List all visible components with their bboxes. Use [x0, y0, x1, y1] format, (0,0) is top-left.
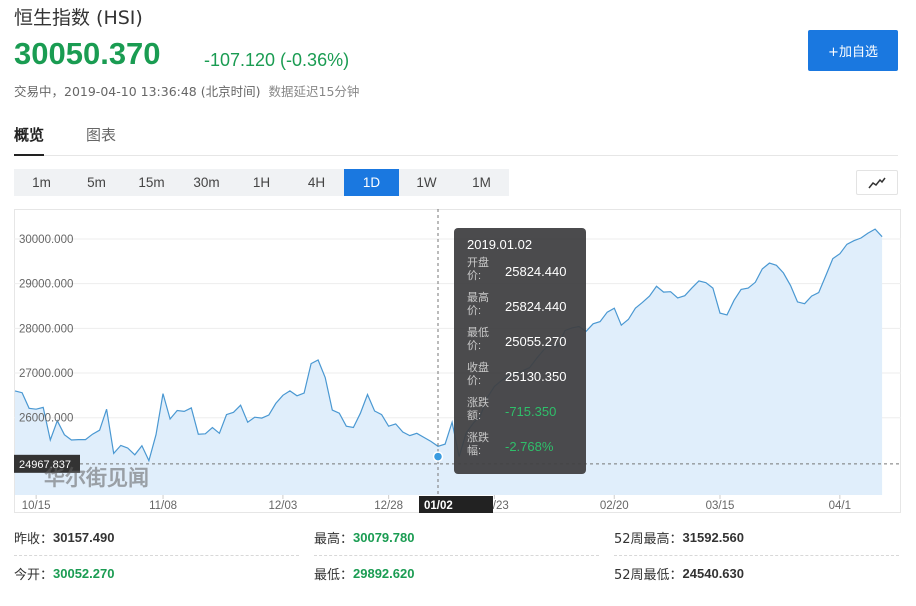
tooltip-row-low: 最低价: 25055.270	[467, 327, 585, 362]
stat-value: 30157.490	[53, 529, 115, 545]
stat-prev-close: 昨收： 30157.490	[14, 523, 114, 551]
stats-panel: 昨收： 30157.490 最高： 30079.780 52周最高： 31592.56…	[14, 523, 904, 603]
chart-tooltip: 2019.01.02 开盘价: 25824.440 最高价: 25824.440…	[454, 228, 586, 474]
tooltip-label: 最低价:	[467, 327, 489, 352]
tooltip-value: 25824.440	[505, 264, 567, 279]
y-tick-label: 28000.000	[19, 323, 73, 335]
crosshair-point	[432, 451, 444, 462]
stat-label: 最高：	[314, 531, 354, 547]
tooltip-value: -715.350	[505, 404, 557, 419]
tab-chart[interactable]: 图表	[86, 126, 117, 144]
interval-1w[interactable]: 1W	[416, 175, 437, 190]
tooltip-row-open: 开盘价: 25824.440	[467, 257, 585, 292]
tooltip-date: 2019.01.02	[467, 237, 533, 252]
interval-5m[interactable]: 5m	[87, 175, 106, 190]
interval-1d[interactable]: 1D	[344, 169, 399, 196]
tooltip-value: 25824.440	[505, 299, 567, 314]
tooltip-row-close: 收盘价: 25130.350	[467, 362, 585, 397]
stat-52w-low: 52周最低： 24540.630	[614, 559, 744, 587]
tooltip-label: 涨跌幅:	[467, 432, 489, 457]
y-tick-label: 30000.000	[19, 234, 73, 246]
interval-30m[interactable]: 30m	[193, 175, 220, 190]
divider	[614, 555, 899, 556]
add-watchlist-button[interactable]: +加自选	[808, 30, 898, 71]
interval-15m[interactable]: 15m	[138, 175, 165, 190]
tooltip-label: 涨跌额:	[467, 397, 489, 422]
interval-1h[interactable]: 1H	[252, 175, 271, 190]
divider	[314, 555, 599, 556]
stat-value: 30052.270	[53, 565, 115, 581]
stat-value: 29892.620	[353, 565, 415, 581]
tab-overview[interactable]: 概览	[14, 124, 45, 156]
price-chart[interactable]: 30000.000 29000.000 28000.000 27000.000 2600…	[14, 209, 901, 513]
interval-1m[interactable]: 1m	[32, 175, 51, 190]
stat-label: 52周最高：	[614, 531, 683, 547]
crosshair-x-label: 01/02	[424, 500, 453, 512]
tooltip-row-high: 最高价: 25824.440	[467, 292, 585, 327]
stat-value: 31592.560	[682, 529, 744, 545]
stat-low: 最低： 29892.620	[314, 559, 414, 587]
tab-bar: 概览 图表	[14, 124, 898, 156]
tooltip-label: 最高价:	[467, 292, 489, 317]
x-tick-label: 02/20	[600, 500, 629, 512]
x-tick-label: 12/03	[269, 500, 298, 512]
crosshair-y-label: 24967.837	[19, 459, 71, 471]
y-tick-label: 26000.000	[19, 413, 73, 425]
crosshair-y-box	[14, 454, 80, 473]
stat-value: 30079.780	[353, 529, 415, 545]
divider	[14, 555, 299, 556]
y-tick-label: 27000.000	[19, 368, 73, 380]
stat-label: 今开：	[14, 567, 54, 583]
stat-high: 最高： 30079.780	[314, 523, 414, 551]
interval-selector: 1m 5m 15m 30m 1H 4H 1D 1W 1M	[14, 169, 509, 196]
line-chart-icon	[868, 177, 886, 188]
tooltip-row-change-pct: 涨跌幅: -2.768%	[467, 432, 585, 467]
watermark-logo: 华尔街见闻	[44, 465, 149, 490]
series-area	[15, 229, 883, 495]
trading-status: 交易中，2019-04-10 13:36:48 (北京时间) 数据延迟15分钟	[14, 81, 359, 100]
price-change: -107.120 (-0.36%)	[204, 50, 350, 70]
x-tick-label: 10/15	[22, 500, 51, 512]
tooltip-row-change: 涨跌额: -715.350	[467, 397, 585, 432]
x-tick-label: 11/08	[149, 500, 177, 512]
delay-notice: 数据延迟15分钟	[268, 84, 360, 99]
series-line	[14, 228, 883, 463]
stat-value: 24540.630	[682, 565, 744, 581]
interval-4h[interactable]: 4H	[307, 175, 326, 190]
page-title: 恒生指数 (HSI)	[14, 7, 143, 29]
chart-type-button[interactable]	[856, 170, 898, 195]
tooltip-label: 收盘价:	[467, 362, 489, 387]
y-tick-label: 29000.000	[19, 279, 73, 291]
stat-52w-high: 52周最高： 31592.560	[614, 523, 744, 551]
tooltip-value: 25130.350	[505, 369, 567, 384]
interval-1mo[interactable]: 1M	[472, 175, 491, 190]
stat-label: 52周最低：	[614, 567, 683, 583]
stat-open: 今开： 30052.270	[14, 559, 114, 587]
tooltip-value: 25055.270	[505, 334, 567, 349]
x-tick-label: 03/15	[706, 500, 735, 512]
tooltip-label: 开盘价:	[467, 257, 489, 282]
stat-label: 最低：	[314, 567, 354, 583]
x-tick-label: 04/1	[829, 500, 851, 512]
crosshair-x-box	[419, 496, 493, 513]
x-tick-label: 12/28	[374, 500, 403, 512]
current-price: 30050.370	[14, 36, 161, 71]
tooltip-value: -2.768%	[505, 439, 554, 454]
stat-label: 昨收：	[14, 531, 54, 547]
status-text: 交易中，2019-04-10 13:36:48 (北京时间)	[14, 84, 261, 99]
